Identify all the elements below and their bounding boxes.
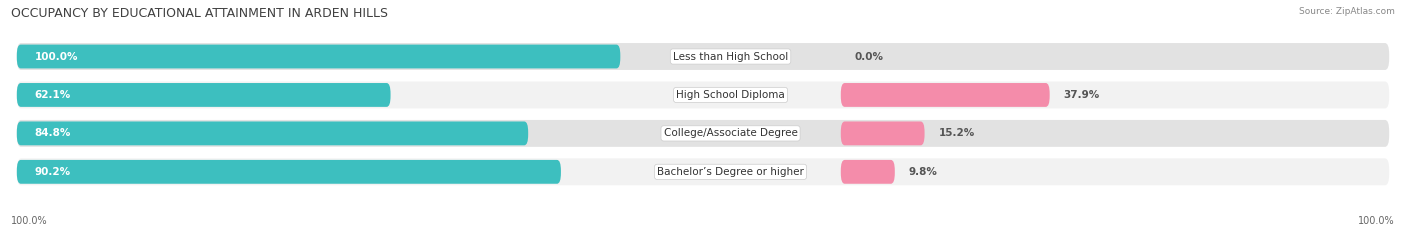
Text: Source: ZipAtlas.com: Source: ZipAtlas.com (1299, 7, 1395, 16)
FancyBboxPatch shape (17, 158, 1389, 185)
Text: 9.8%: 9.8% (908, 167, 938, 177)
Text: 37.9%: 37.9% (1063, 90, 1099, 100)
Text: 100.0%: 100.0% (35, 51, 79, 62)
Text: Less than High School: Less than High School (673, 51, 789, 62)
FancyBboxPatch shape (841, 160, 894, 184)
FancyBboxPatch shape (17, 43, 1389, 70)
FancyBboxPatch shape (841, 83, 1050, 107)
Text: 0.0%: 0.0% (855, 51, 883, 62)
FancyBboxPatch shape (841, 121, 925, 145)
Text: College/Associate Degree: College/Associate Degree (664, 128, 797, 138)
Text: Bachelor’s Degree or higher: Bachelor’s Degree or higher (657, 167, 804, 177)
Text: 62.1%: 62.1% (35, 90, 70, 100)
Text: High School Diploma: High School Diploma (676, 90, 785, 100)
FancyBboxPatch shape (17, 121, 529, 145)
FancyBboxPatch shape (17, 120, 1389, 147)
FancyBboxPatch shape (17, 45, 620, 69)
Text: 84.8%: 84.8% (35, 128, 72, 138)
Text: 100.0%: 100.0% (1358, 216, 1395, 226)
Text: 15.2%: 15.2% (938, 128, 974, 138)
Text: OCCUPANCY BY EDUCATIONAL ATTAINMENT IN ARDEN HILLS: OCCUPANCY BY EDUCATIONAL ATTAINMENT IN A… (11, 7, 388, 20)
FancyBboxPatch shape (17, 83, 391, 107)
Text: 100.0%: 100.0% (11, 216, 48, 226)
Text: 90.2%: 90.2% (35, 167, 70, 177)
FancyBboxPatch shape (17, 160, 561, 184)
FancyBboxPatch shape (17, 82, 1389, 108)
